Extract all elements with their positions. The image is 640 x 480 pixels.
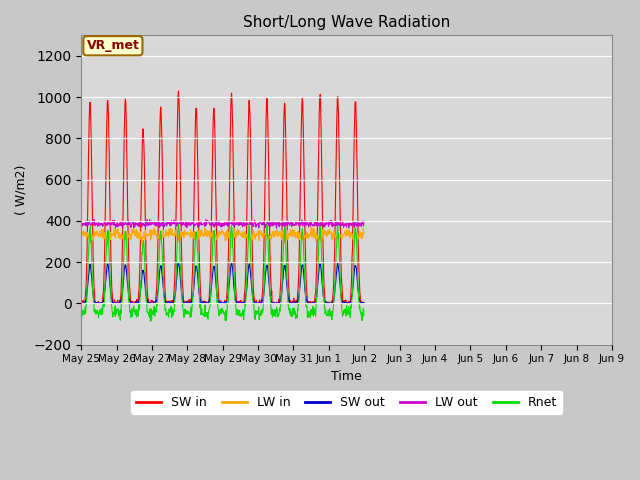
LW in	[188, 233, 196, 239]
SW out	[266, 293, 274, 299]
Title: Short/Long Wave Radiation: Short/Long Wave Radiation	[243, 15, 450, 30]
X-axis label: Time: Time	[331, 370, 362, 383]
Line: SW out: SW out	[81, 263, 364, 303]
LW in	[163, 229, 171, 235]
SW in	[111, 300, 118, 305]
LW out	[90, 216, 98, 222]
SW out	[77, 300, 85, 306]
Rnet	[111, 310, 118, 315]
Rnet	[360, 312, 368, 318]
Y-axis label: ( W/m2): ( W/m2)	[15, 165, 28, 215]
Rnet	[266, 293, 274, 299]
LW in	[111, 234, 118, 240]
Rnet	[147, 318, 154, 324]
SW out	[188, 299, 195, 305]
SW in	[175, 88, 182, 94]
Line: LW out: LW out	[81, 219, 364, 228]
Line: LW in: LW in	[81, 226, 364, 245]
SW out	[228, 260, 236, 266]
Rnet	[250, 314, 258, 320]
LW out	[360, 218, 368, 224]
LW out	[111, 222, 118, 228]
SW out	[250, 300, 258, 305]
SW out	[79, 300, 86, 306]
SW in	[77, 300, 85, 306]
SW in	[188, 288, 196, 293]
SW out	[177, 280, 184, 286]
Rnet	[245, 221, 253, 227]
SW in	[77, 300, 85, 305]
Rnet	[188, 310, 195, 315]
SW out	[111, 300, 118, 306]
Rnet	[77, 309, 85, 315]
LW out	[77, 221, 85, 227]
LW in	[77, 229, 85, 235]
LW in	[177, 230, 185, 236]
Rnet	[177, 267, 184, 273]
SW in	[250, 297, 258, 302]
Legend: SW in, LW in, SW out, LW out, Rnet: SW in, LW in, SW out, LW out, Rnet	[131, 391, 562, 414]
SW out	[163, 300, 170, 306]
LW in	[266, 233, 274, 239]
LW out	[188, 221, 195, 227]
SW in	[266, 261, 274, 267]
SW in	[163, 299, 170, 304]
LW in	[360, 230, 368, 236]
SW out	[360, 300, 368, 305]
LW out	[163, 223, 170, 229]
LW out	[177, 221, 184, 227]
LW out	[273, 225, 280, 231]
LW out	[250, 221, 258, 227]
Line: SW in: SW in	[81, 91, 364, 303]
Text: VR_met: VR_met	[86, 39, 140, 52]
LW out	[266, 220, 274, 226]
LW in	[103, 242, 111, 248]
Rnet	[163, 310, 170, 316]
SW in	[177, 224, 185, 230]
SW in	[360, 300, 368, 306]
LW in	[130, 223, 138, 228]
Line: Rnet: Rnet	[81, 224, 364, 321]
LW in	[250, 232, 258, 238]
